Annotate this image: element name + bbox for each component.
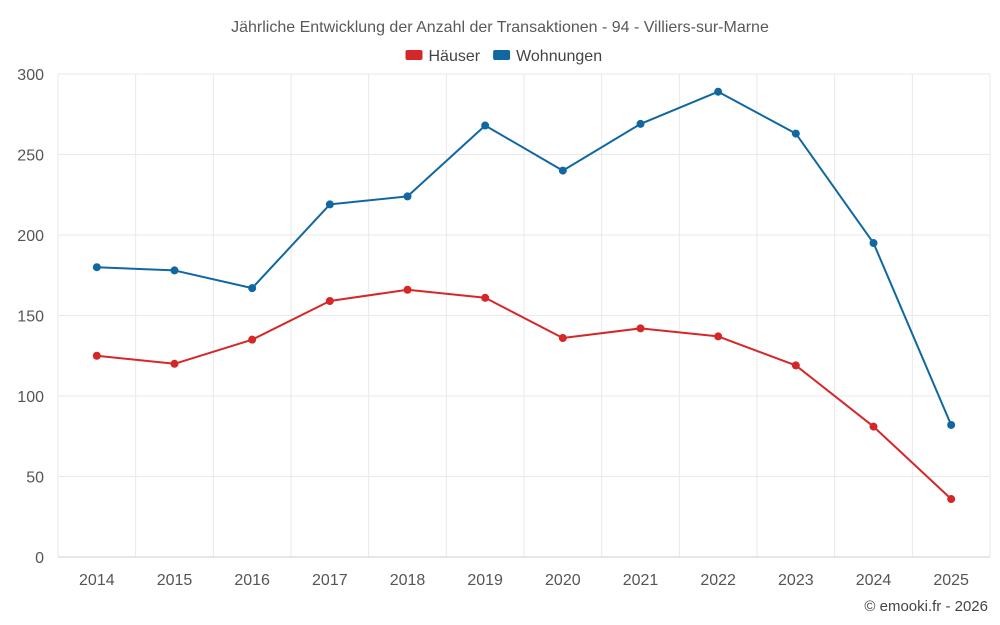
series-1-point — [403, 192, 412, 201]
legend-label: Häuser — [429, 48, 481, 65]
series-0-line — [96, 288, 952, 500]
series-0-point — [170, 359, 179, 368]
x-tick-label: 2015 — [157, 572, 193, 589]
series-0-point — [947, 495, 956, 504]
series-0-point — [481, 293, 490, 302]
series-1-point — [481, 121, 490, 130]
series-1-point — [558, 166, 567, 175]
legend-swatch — [493, 50, 511, 60]
series-0-point — [714, 332, 723, 341]
x-tick-label: 2017 — [312, 572, 348, 589]
series-1-point — [947, 420, 956, 429]
series-1-point — [636, 119, 645, 128]
series-0-point — [558, 334, 567, 343]
x-tick-label: 2014 — [79, 572, 115, 589]
series-0-point — [248, 335, 257, 344]
series-0-point — [92, 351, 101, 360]
series-1-point — [791, 129, 800, 138]
series-1-point — [248, 284, 257, 293]
legend-label: Wohnungen — [516, 48, 602, 65]
x-tick-label: 2020 — [545, 572, 581, 589]
series-0-point — [636, 324, 645, 333]
y-tick-label: 250 — [17, 148, 44, 165]
chart-title: Jährliche Entwicklung der Anzahl der Tra… — [231, 19, 769, 36]
y-axis: 0 50 100 150 200 250 300 — [17, 67, 44, 567]
y-tick-label: 150 — [17, 309, 44, 326]
series-0-point — [791, 361, 800, 370]
x-axis: 2014 2015 2016 2017 2018 2019 2020 2021 2022 2023… — [79, 572, 969, 589]
legend-swatch — [405, 50, 423, 60]
x-tick-label: 2021 — [623, 572, 659, 589]
series-1-point — [325, 200, 334, 209]
legend: Häuser Wohnungen — [405, 48, 602, 65]
y-tick-label: 300 — [17, 67, 44, 84]
x-tick-label: 2024 — [856, 572, 892, 589]
y-tick-label: 100 — [17, 389, 44, 406]
x-tick-label: 2018 — [390, 572, 426, 589]
x-tick-label: 2025 — [933, 572, 969, 589]
series-1-line — [96, 90, 953, 426]
series-1-point — [869, 239, 878, 248]
x-tick-label: 2022 — [700, 572, 736, 589]
x-tick-label: 2019 — [467, 572, 503, 589]
x-tick-label: 2016 — [234, 572, 270, 589]
x-tick-label: 2023 — [778, 572, 814, 589]
series-group — [92, 87, 956, 504]
series-1-point — [92, 263, 101, 272]
series-1-point — [170, 266, 179, 275]
series-0-point — [325, 297, 334, 306]
series-1-point — [714, 87, 723, 96]
series-0-point — [869, 422, 878, 431]
credit-text: © emooki.fr - 2026 — [864, 598, 988, 615]
y-tick-label: 0 — [35, 550, 44, 567]
series-0-point — [403, 285, 412, 294]
y-tick-label: 200 — [17, 228, 44, 245]
grid-lines — [57, 73, 991, 558]
y-tick-label: 50 — [26, 470, 44, 487]
